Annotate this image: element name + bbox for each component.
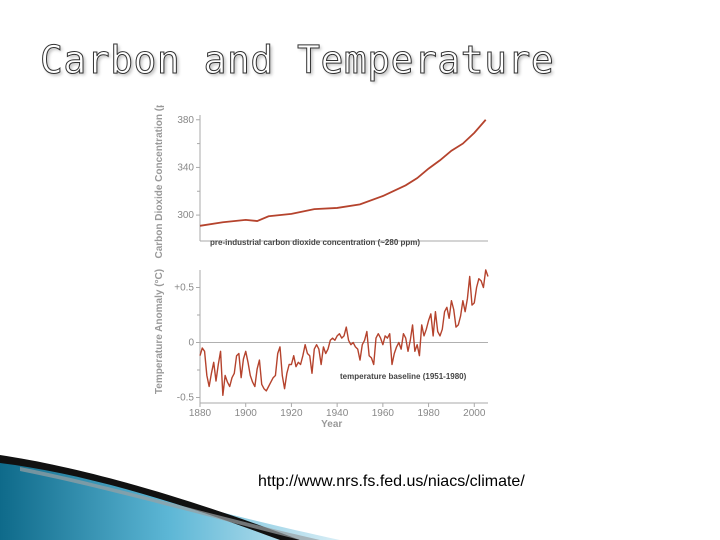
co2-annotation: pre-industrial carbon dioxide concentrat…	[210, 238, 420, 247]
temp-annotation: temperature baseline (1951-1980)	[340, 372, 467, 381]
temp-y-axis-label: Temperature Anomaly (°C)	[154, 269, 165, 394]
temp-x-axis-label: Year	[321, 419, 342, 430]
temp-x-tick-label: 1900	[235, 408, 258, 419]
temp-x-tick-label: 1880	[189, 408, 212, 419]
temp-x-tick-label: 1960	[372, 408, 395, 419]
co2-y-axis-label: Carbon Dioxide Concentration (ppm)	[154, 105, 165, 259]
temp-x-tick-label: 1920	[280, 408, 303, 419]
temp-x-tick-label: 2000	[463, 408, 486, 419]
decorative-swoosh	[0, 455, 340, 540]
temp-y-tick-label: 0	[188, 338, 194, 349]
temperature-panel: +0.5 0 -0.5 Temperature Anomaly (°C) 1880 190…	[154, 269, 489, 430]
co2-series-line	[199, 119, 487, 227]
temp-x-tick-label: 1940	[326, 408, 349, 419]
slide-title: Carbon and Temperature	[39, 38, 555, 83]
swoosh-gray	[20, 467, 320, 540]
co2-panel: 300 340 380 Carbon Dioxide Concentration (p…	[154, 105, 488, 259]
temp-y-tick-label: +0.5	[174, 283, 194, 294]
temp-x-tick-label: 1980	[417, 408, 440, 419]
temp-series-line	[199, 269, 489, 396]
source-url[interactable]: http://www.nrs.fs.fed.us/niacs/climate/	[258, 473, 525, 490]
chart-figure: 300 340 380 Carbon Dioxide Concentration (p…	[154, 105, 489, 430]
temp-y-tick-label: -0.5	[177, 393, 195, 404]
co2-y-tick-label: 300	[177, 210, 194, 221]
co2-y-tick-label: 340	[177, 162, 194, 173]
co2-y-tick-label: 380	[177, 115, 194, 126]
